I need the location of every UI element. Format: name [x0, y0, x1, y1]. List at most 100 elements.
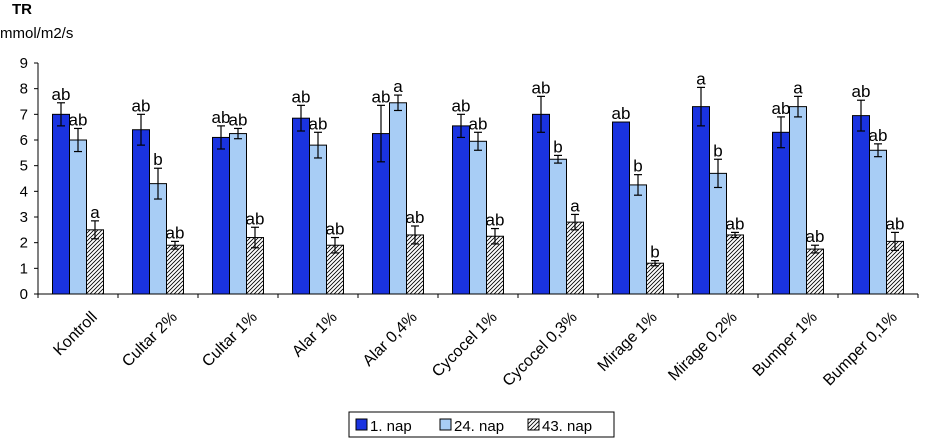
significance-label: ab	[726, 214, 745, 233]
error-bar	[74, 127, 82, 153]
bar-1	[532, 113, 550, 295]
bar-3	[86, 229, 104, 295]
bar-2	[229, 133, 247, 295]
significance-label: ab	[292, 87, 311, 106]
x-tick-label: Cycocel 1%	[429, 309, 501, 381]
y-tick-label: 3	[20, 209, 28, 226]
bar-3	[726, 234, 744, 295]
y-tick-label: 9	[20, 55, 28, 72]
error-bar	[57, 102, 65, 127]
error-bar	[474, 131, 482, 151]
bar-1	[692, 106, 710, 295]
legend-label: 24. nap	[454, 418, 504, 435]
significance-label: a	[696, 69, 706, 88]
error-bar	[394, 94, 402, 112]
x-tick-label: Alar 0,4%	[360, 309, 421, 370]
significance-label: ab	[869, 126, 888, 145]
bar-2	[549, 158, 567, 295]
y-tick-label: 5	[20, 158, 28, 175]
bar-1	[452, 125, 470, 295]
bar-2	[469, 140, 487, 295]
significance-label: ab	[469, 114, 488, 133]
significance-label: ab	[212, 108, 231, 127]
significance-label: ab	[166, 223, 185, 242]
significance-label: a	[793, 78, 803, 97]
bar-1	[772, 131, 790, 295]
significance-label: ab	[372, 87, 391, 106]
y-tick-label: 6	[20, 132, 28, 149]
error-bar	[457, 113, 465, 139]
y-tick-label: 0	[20, 286, 28, 303]
bar-2	[309, 144, 327, 295]
significance-label: ab	[852, 82, 871, 101]
y-tick-label: 8	[20, 81, 28, 98]
bar-3	[566, 221, 584, 295]
error-bar	[137, 113, 145, 146]
error-bar	[331, 236, 339, 254]
error-bar	[234, 127, 242, 140]
bar-1	[132, 129, 150, 295]
error-bar	[811, 244, 819, 254]
legend-label: 43. nap	[542, 418, 592, 435]
significance-label: ab	[486, 211, 505, 230]
bar-3	[486, 235, 504, 295]
y-tick-label: 1	[20, 260, 28, 277]
bar-2	[869, 149, 887, 295]
error-bar	[891, 231, 899, 251]
error-bar	[91, 220, 99, 240]
significance-label: ab	[406, 208, 425, 227]
error-bar	[537, 95, 545, 133]
significance-label: b	[713, 141, 722, 160]
bar-2	[69, 139, 87, 295]
legend-swatch	[355, 418, 368, 431]
y-tick-label: 2	[20, 235, 28, 252]
error-bar	[874, 143, 882, 158]
x-tick-label: Cultar 1%	[199, 309, 261, 371]
error-bar	[554, 154, 562, 164]
significance-label: a	[90, 203, 100, 222]
significance-label: ab	[69, 110, 88, 129]
bar-2	[149, 183, 167, 295]
x-tick-label: Cycocel 0,3%	[500, 309, 581, 390]
significance-label: ab	[452, 96, 471, 115]
error-bar	[634, 174, 642, 196]
legend-swatch	[527, 418, 540, 431]
significance-label: b	[633, 157, 642, 176]
error-bar	[714, 158, 722, 189]
bar-2	[629, 184, 647, 295]
x-tick-label: Bumper 1%	[750, 309, 821, 380]
bar-3	[646, 262, 664, 295]
bar-2	[389, 102, 407, 295]
error-bar	[697, 86, 705, 127]
significance-label: ab	[52, 85, 71, 104]
significance-label: a	[393, 77, 403, 96]
bar-2	[789, 106, 807, 295]
significance-label: ab	[326, 220, 345, 239]
significance-label: ab	[772, 99, 791, 118]
x-tick-label: Cultar 2%	[119, 309, 181, 371]
significance-label: a	[570, 196, 580, 215]
error-bar	[411, 225, 419, 245]
y-tick-label: 4	[20, 183, 28, 200]
legend-swatch	[439, 418, 452, 431]
x-tick-label: Bumper 0,1%	[820, 309, 901, 390]
error-bar	[777, 116, 785, 149]
error-bar	[251, 226, 259, 249]
bar-1	[52, 113, 70, 295]
y-tick-label: 7	[20, 106, 28, 123]
significance-label: ab	[612, 104, 631, 123]
error-bar	[297, 104, 305, 132]
significance-label: b	[650, 243, 659, 262]
error-bar	[794, 95, 802, 118]
significance-label: ab	[806, 227, 825, 246]
significance-label: b	[153, 150, 162, 169]
chart-title: TR	[12, 1, 32, 18]
error-bar	[491, 227, 499, 245]
bar-1	[852, 115, 870, 295]
error-bar	[857, 99, 865, 132]
legend-box	[348, 411, 615, 438]
error-bar	[731, 231, 739, 239]
x-tick-label: Mirage 1%	[595, 309, 661, 375]
significance-label: ab	[886, 214, 905, 233]
